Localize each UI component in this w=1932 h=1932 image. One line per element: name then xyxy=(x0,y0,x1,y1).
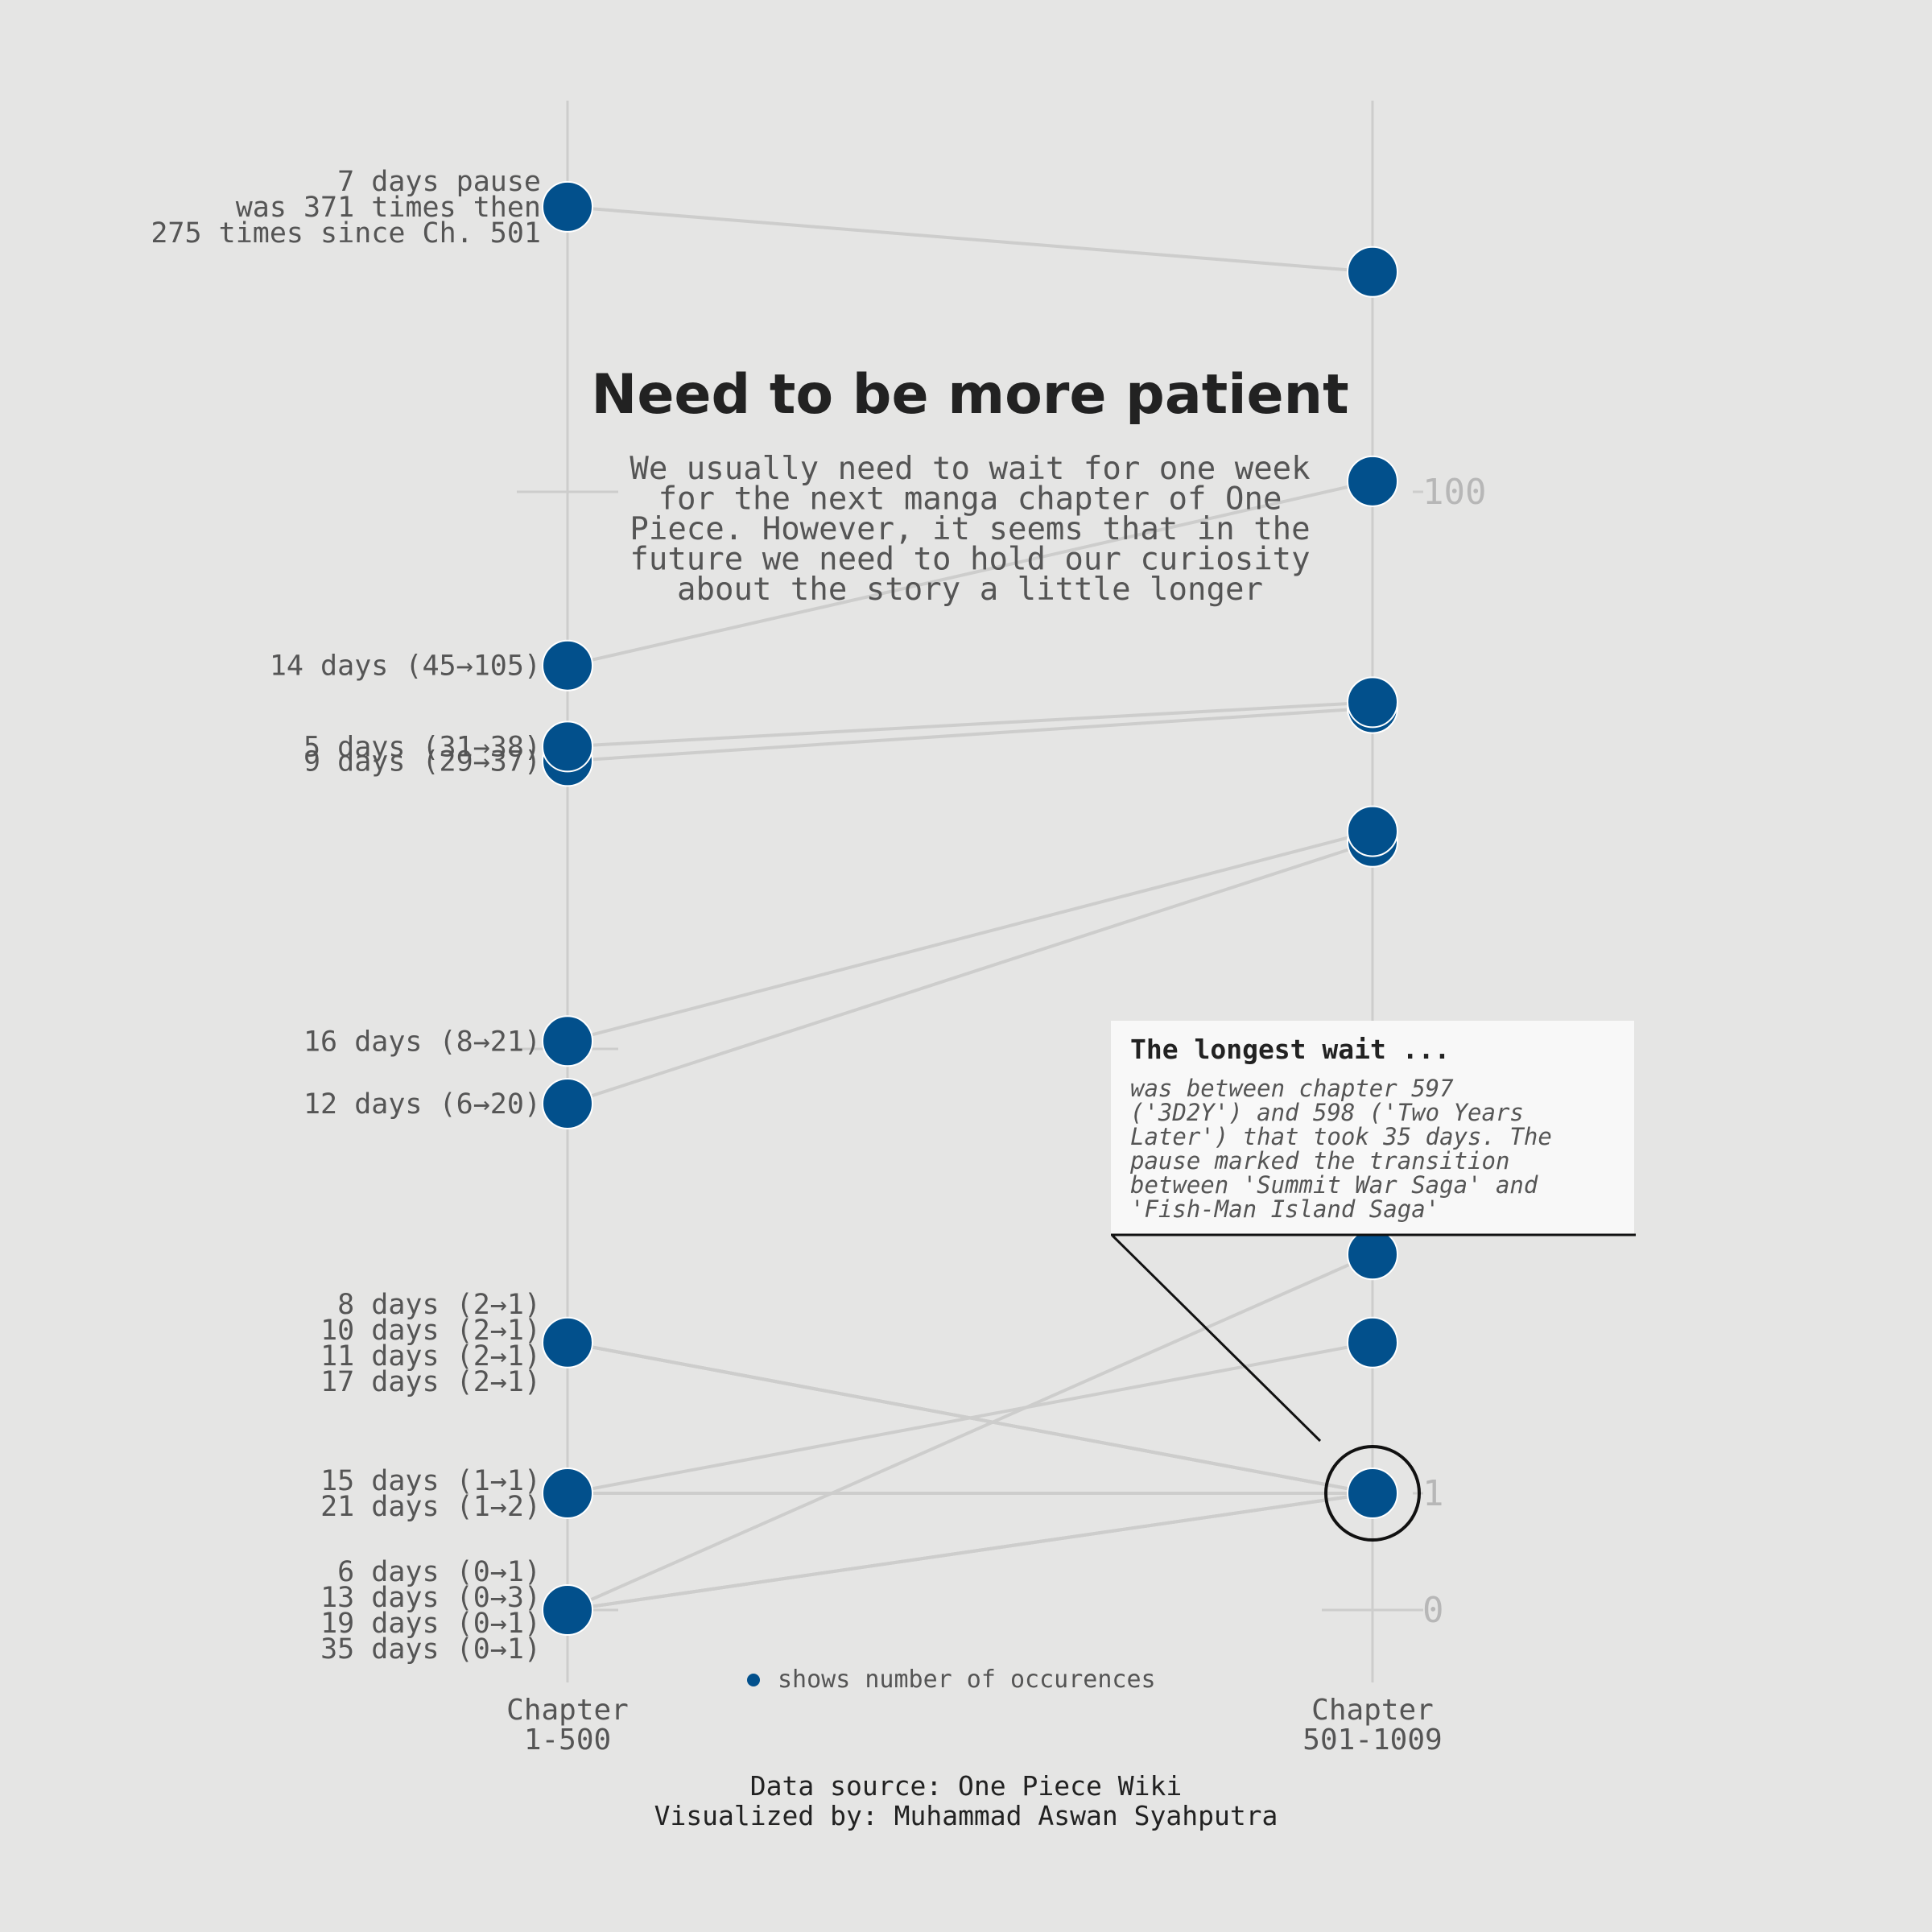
slope-line xyxy=(567,204,1373,274)
y-tick-label: 100 xyxy=(1422,472,1486,513)
dot-after xyxy=(1347,1316,1398,1368)
subtitle-line: Piece. However, it seems that in the xyxy=(630,511,1310,547)
annotation-text: was between chapter 597('3D2Y') and 598 … xyxy=(1129,1075,1552,1223)
dot-before xyxy=(542,1584,593,1636)
chart-subtitle: We usually need to wait for one weekfor … xyxy=(630,451,1310,608)
data-source: Data source: One Piece Wiki xyxy=(750,1770,1182,1802)
left-label: 275 times since Ch. 501 xyxy=(151,217,541,250)
left-label: 12 days (6→20) xyxy=(303,1088,541,1121)
credit: Visualized by: Muhammad Aswan Syahputra xyxy=(654,1800,1278,1831)
legend-dot xyxy=(747,1674,760,1686)
dot-before xyxy=(542,180,593,233)
dot-after xyxy=(1347,676,1398,729)
dot-before xyxy=(542,639,593,691)
column-label: Chapter xyxy=(1311,1694,1434,1727)
left-label: 16 days (8→21) xyxy=(303,1026,541,1058)
dot-after xyxy=(1347,1468,1398,1519)
legend: shows number of occurences xyxy=(747,1666,1156,1694)
subtitle-line: for the next manga chapter of One xyxy=(658,481,1282,518)
left-label: 6 days (0→1) xyxy=(337,1556,541,1588)
dot-after xyxy=(1347,805,1398,857)
subtitle-line: We usually need to wait for one week xyxy=(630,451,1310,487)
legend-label: shows number of occurences xyxy=(778,1666,1156,1694)
annotation-text-line: 'Fish-Man Island Saga' xyxy=(1130,1195,1439,1223)
annotation-text-line: pause marked the transition xyxy=(1129,1147,1509,1174)
annotation-text-line: Later') that took 35 days. The xyxy=(1130,1123,1552,1150)
slope-line xyxy=(567,1340,1373,1495)
left-label: 21 days (1→2) xyxy=(320,1491,541,1523)
annotation-text-line: was between chapter 597 xyxy=(1130,1075,1454,1102)
column-label: 501-1009 xyxy=(1302,1724,1442,1757)
dot-before xyxy=(542,1316,593,1368)
dot-before xyxy=(542,1468,593,1519)
annotation: The longest wait ... was between chapter… xyxy=(1111,1021,1636,1542)
dot-after xyxy=(1347,246,1398,298)
dot-before xyxy=(542,1015,593,1067)
dot-after xyxy=(1347,455,1398,507)
left-label: 19 days (0→1) xyxy=(320,1608,541,1640)
dot-before xyxy=(542,1077,593,1129)
slope-line xyxy=(567,829,1373,1043)
annotation-title: The longest wait ... xyxy=(1130,1034,1450,1065)
slope-line xyxy=(567,479,1373,667)
left-label: 5 days (31→38) xyxy=(303,731,541,763)
slope-line xyxy=(567,700,1373,749)
y-tick-labels: 0 1 100 xyxy=(1422,472,1486,1631)
left-label: 14 days (45→105) xyxy=(270,650,541,683)
left-label: 15 days (1→1) xyxy=(320,1465,541,1497)
left-label: 9 days (29→37) xyxy=(303,745,541,778)
left-label: 11 days (2→1) xyxy=(320,1340,541,1373)
left-label: was 371 times then xyxy=(236,192,541,224)
slope-line xyxy=(567,1492,1373,1612)
column-label: Chapter xyxy=(506,1694,629,1727)
annotation-text-line: ('3D2Y') and 598 ('Two Years xyxy=(1130,1099,1524,1126)
dots-layer xyxy=(542,180,1398,1636)
left-label: 7 days pause xyxy=(337,166,541,198)
column-label: 1-500 xyxy=(524,1724,611,1757)
y-tick-label: 1 xyxy=(1422,1473,1444,1514)
subtitle-line: about the story a little longer xyxy=(677,572,1263,608)
slope-lines xyxy=(567,204,1373,1612)
annotation-connector xyxy=(1111,1234,1322,1443)
y-tick-label: 0 xyxy=(1422,1590,1444,1631)
left-label: 8 days (2→1) xyxy=(337,1289,541,1321)
left-label: 10 days (2→1) xyxy=(320,1315,541,1347)
annotation-highlight-ring xyxy=(1324,1445,1421,1542)
slope-line xyxy=(567,1253,1373,1612)
dot-before xyxy=(542,720,593,773)
chart-title: Need to be more patient xyxy=(591,363,1348,427)
dot-after xyxy=(1347,1228,1398,1281)
annotation-box xyxy=(1111,1021,1634,1234)
slope-line xyxy=(567,706,1373,763)
left-label: 13 days (0→3) xyxy=(320,1582,541,1614)
slope-line xyxy=(567,840,1373,1105)
subtitle-line: future we need to hold our curiosity xyxy=(630,542,1310,578)
left-label: 35 days (0→1) xyxy=(320,1633,541,1666)
annotation-text-line: between 'Summit War Saga' and xyxy=(1130,1171,1538,1199)
left-label: 17 days (2→1) xyxy=(320,1366,541,1398)
axes-layer xyxy=(517,101,1423,1682)
